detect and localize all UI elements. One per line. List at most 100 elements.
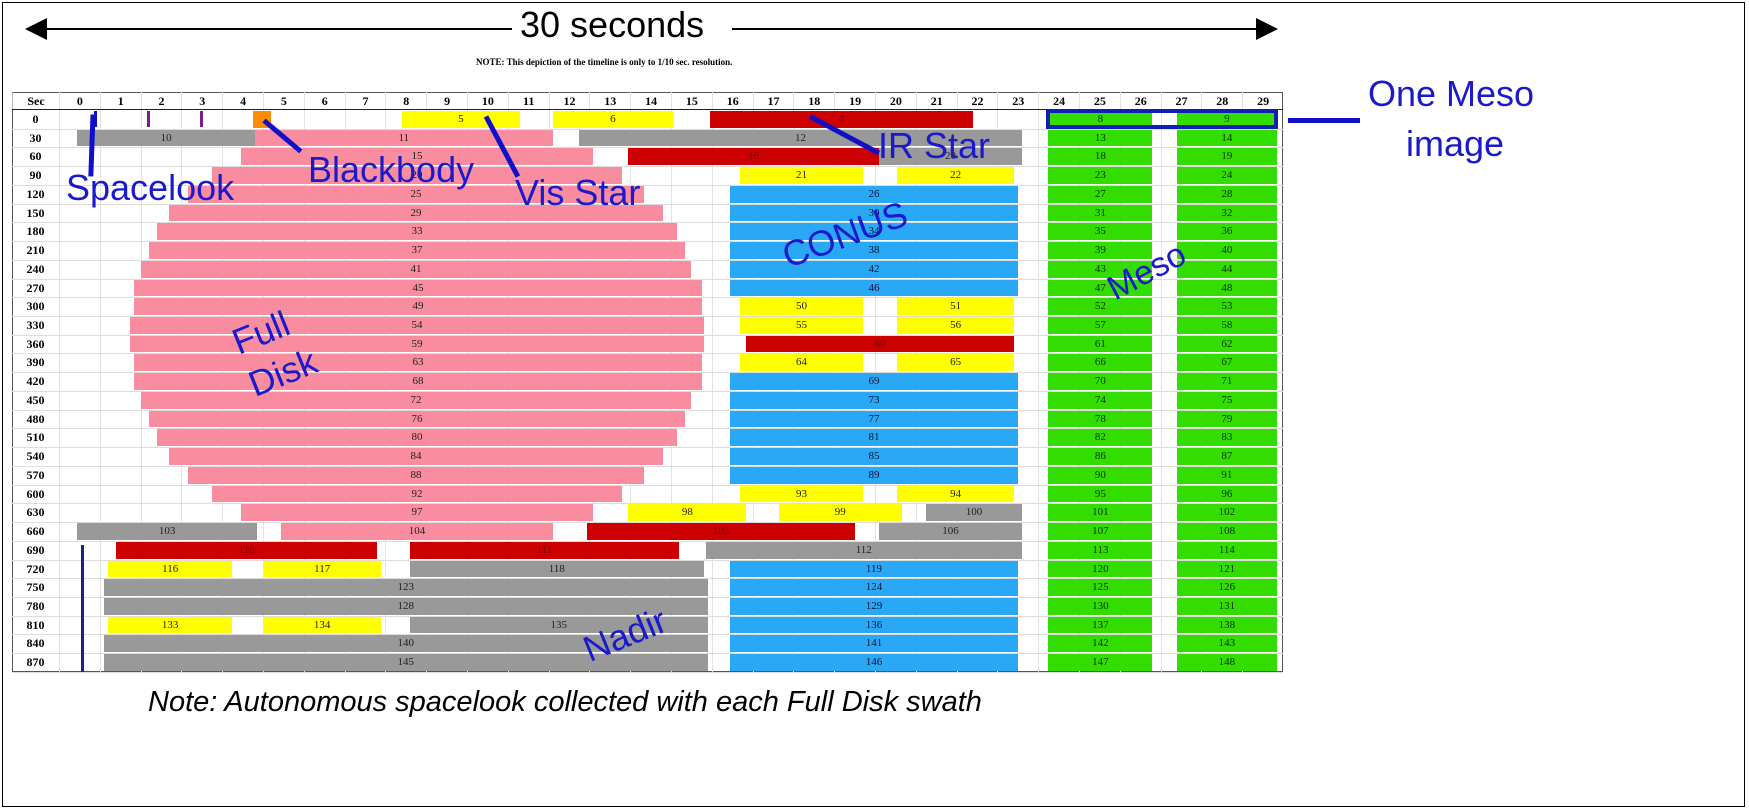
vis-star-look: 5 xyxy=(401,111,521,128)
meso-swath: 96 xyxy=(1176,485,1277,503)
nadir-swath: 123 xyxy=(103,579,708,596)
meso-swath: 40 xyxy=(1176,242,1277,259)
meso-swath: 131 xyxy=(1176,597,1277,615)
full-disk-swath: 84 xyxy=(169,448,663,465)
row-divider xyxy=(12,634,1283,636)
meso-swath: 61 xyxy=(1048,335,1153,353)
row-divider xyxy=(12,222,1283,224)
column-header: 28 xyxy=(1201,92,1242,110)
meso-swath: 58 xyxy=(1176,317,1277,334)
nadir-swath: 128 xyxy=(103,597,708,615)
vis-star-look: 21 xyxy=(740,167,863,184)
row-divider xyxy=(12,428,1283,430)
meso-swath: 142 xyxy=(1048,635,1153,653)
conus-swath: 26 xyxy=(730,185,1018,203)
column-header: 9 xyxy=(426,92,467,110)
span-arrow-right-line xyxy=(732,28,1258,30)
meso-swath: 24 xyxy=(1176,167,1277,184)
row-label: 120 xyxy=(26,186,45,201)
annotation-one-meso: One Meso xyxy=(1368,73,1535,114)
row-divider xyxy=(12,409,1283,411)
row-divider xyxy=(12,147,1283,149)
column-header: 13 xyxy=(589,92,630,110)
meso-swath: 87 xyxy=(1176,448,1277,465)
annotation-vis-star: Vis Star xyxy=(515,172,641,213)
column-header-sec: Sec xyxy=(12,92,59,110)
meso-swath: 78 xyxy=(1048,410,1153,428)
row-label: 810 xyxy=(26,617,45,632)
vis-star-look: 56 xyxy=(897,317,1014,334)
row-label: 180 xyxy=(26,224,45,239)
row-label: 630 xyxy=(26,505,45,520)
row-label: 540 xyxy=(26,449,45,464)
ir-star-look: 111 xyxy=(409,541,680,559)
full-disk-swath: 20 xyxy=(212,167,623,184)
vis-star-look: 65 xyxy=(897,354,1014,372)
meso-swath: 114 xyxy=(1176,541,1277,559)
conus-swath: 136 xyxy=(730,616,1018,634)
row-label: 690 xyxy=(26,542,45,557)
annotation-spacelook: Spacelook xyxy=(66,167,235,208)
row-label: 570 xyxy=(26,467,45,482)
row-divider xyxy=(12,128,1283,130)
meso-swath: 9 xyxy=(1176,111,1277,128)
meso-swath: 52 xyxy=(1048,298,1153,316)
meso-swath: 125 xyxy=(1048,579,1153,596)
row-divider xyxy=(12,241,1283,243)
conus-swath: 89 xyxy=(730,466,1018,484)
full-disk-swath: 76 xyxy=(148,410,686,428)
column-header: 2 xyxy=(140,92,182,110)
nadir-swath: 140 xyxy=(103,635,708,653)
vis-star-look: 94 xyxy=(897,485,1014,503)
meso-swath: 126 xyxy=(1176,579,1277,596)
column-header: 11 xyxy=(507,92,549,110)
vis-star-look: 6 xyxy=(552,111,674,128)
annotation-one-meso-image: image xyxy=(1406,123,1505,164)
row-label: 600 xyxy=(26,486,45,501)
vis-star-look: 50 xyxy=(740,298,863,316)
meso-swath: 102 xyxy=(1176,504,1277,522)
row-label: 90 xyxy=(29,168,42,183)
meso-swath: 47 xyxy=(1048,279,1153,297)
nadir-swath: 20 xyxy=(879,148,1022,166)
row-divider xyxy=(12,653,1283,655)
conus-swath: 77 xyxy=(730,410,1018,428)
row-divider xyxy=(12,297,1283,299)
meso-swath: 120 xyxy=(1048,560,1153,578)
meso-swath: 62 xyxy=(1176,335,1277,353)
column-divider xyxy=(1160,92,1162,672)
row-divider xyxy=(12,615,1283,617)
row-label: 150 xyxy=(26,205,45,220)
conus-swath: 146 xyxy=(730,654,1018,671)
meso-swath: 108 xyxy=(1176,523,1277,540)
column-header: 1 xyxy=(99,92,141,110)
row-divider xyxy=(12,184,1283,186)
meso-swath: 75 xyxy=(1176,391,1277,409)
row-divider xyxy=(12,447,1283,449)
column-header: 15 xyxy=(671,92,712,110)
row-label: 270 xyxy=(26,280,45,295)
row-label: 390 xyxy=(26,355,45,370)
meso-swath: 43 xyxy=(1048,260,1153,278)
conus-swath: 85 xyxy=(730,448,1018,465)
column-header: 22 xyxy=(956,92,998,110)
header-divider xyxy=(12,109,1283,110)
meso-swath: 79 xyxy=(1176,410,1277,428)
full-disk-swath: 72 xyxy=(140,391,692,409)
meso-swath: 36 xyxy=(1176,223,1277,241)
meso-swath: 74 xyxy=(1048,391,1153,409)
row-divider xyxy=(12,671,1283,673)
row-label: 60 xyxy=(29,149,42,164)
full-disk-swath: 97 xyxy=(240,504,594,522)
row-divider xyxy=(12,465,1283,467)
column-header: 18 xyxy=(793,92,834,110)
footer-note: Note: Autonomous spacelook collected wit… xyxy=(148,686,982,718)
meso-swath: 143 xyxy=(1176,635,1277,653)
row-label: 840 xyxy=(26,636,45,651)
nadir-swath: 100 xyxy=(926,504,1022,522)
meso-swath: 113 xyxy=(1048,541,1153,559)
meso-swath: 39 xyxy=(1048,242,1153,259)
vis-star-look: 117 xyxy=(263,560,382,578)
vis-star-look: 98 xyxy=(628,504,747,522)
